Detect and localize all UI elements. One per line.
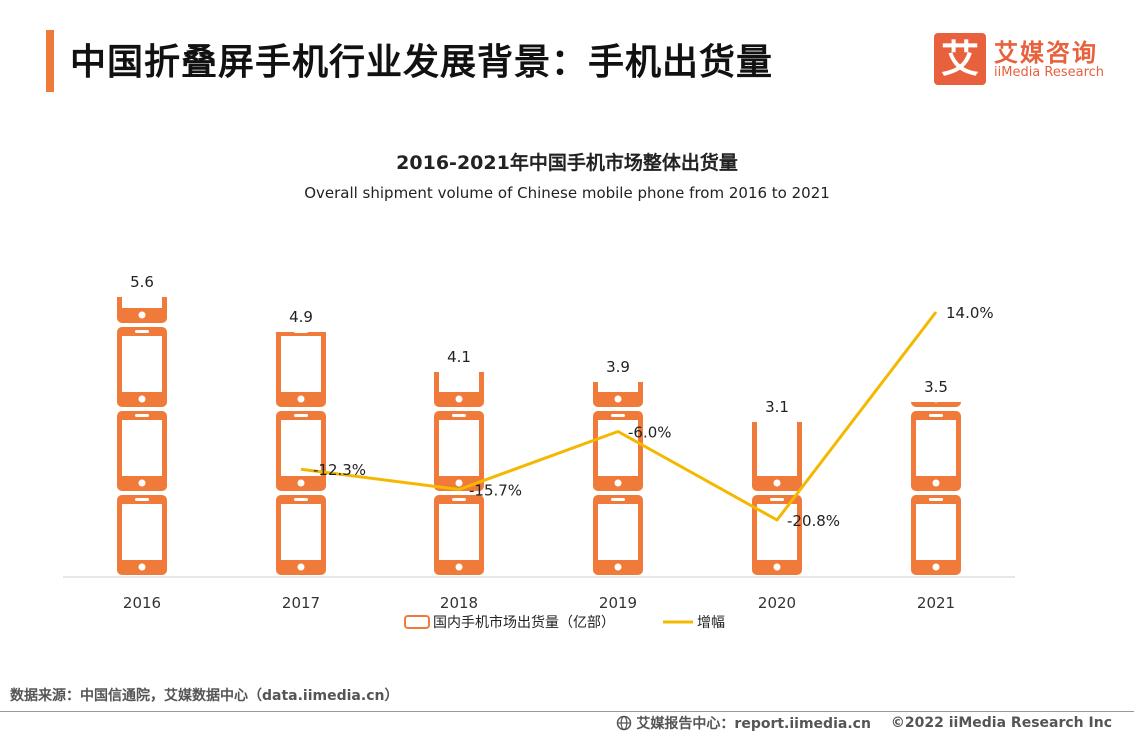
logo-name-en: iiMedia Research bbox=[994, 65, 1105, 80]
logo-mark: 艾 bbox=[934, 33, 986, 85]
x-tick-label: 2019 bbox=[599, 594, 637, 612]
bar-value-label: 3.1 bbox=[765, 398, 789, 416]
bar-2017 bbox=[276, 332, 326, 575]
bar-value-label: 3.9 bbox=[606, 358, 630, 376]
bar-value-label: 5.6 bbox=[130, 273, 154, 291]
bar-value-label: 4.9 bbox=[289, 308, 313, 326]
iimedia-logo: 艾 艾媒咨询 iiMedia Research bbox=[934, 33, 1114, 85]
bar-value-label: 4.1 bbox=[447, 348, 471, 366]
x-tick-label: 2018 bbox=[440, 594, 478, 612]
page-title: 中国折叠屏手机行业发展背景：手机出货量 bbox=[70, 42, 774, 83]
growth-label: -6.0% bbox=[628, 424, 672, 442]
footer-divider bbox=[0, 711, 1134, 712]
bar-2018 bbox=[434, 372, 484, 575]
bars-layer bbox=[117, 297, 961, 575]
labels-layer: 5.6 4.9 4.1 3.9 3.1 3.5 -12.3% -15.7% -6.0% -20.8… bbox=[130, 273, 994, 530]
growth-label: -20.8% bbox=[787, 512, 840, 530]
growth-label: 14.0% bbox=[946, 304, 994, 322]
chart-subtitle: Overall shipment volume of Chinese mobil… bbox=[304, 184, 830, 202]
bar-2020 bbox=[752, 422, 802, 575]
legend-bar-label: 国内手机市场出货量（亿部） bbox=[433, 614, 615, 631]
footer-source: 数据来源：中国信通院，艾媒数据中心（data.iimedia.cn） bbox=[10, 688, 399, 704]
footer-copyright: ©2022 iiMedia Research Inc bbox=[890, 715, 1112, 731]
logo-name-cn: 艾媒咨询 bbox=[994, 39, 1098, 67]
chart-title: 2016-2021年中国手机市场整体出货量 bbox=[396, 152, 738, 174]
legend: 国内手机市场出货量（亿部） 增幅 bbox=[404, 614, 725, 631]
globe-icon bbox=[617, 715, 632, 731]
growth-line bbox=[300, 311, 938, 522]
shipment-chart: 2016 2017 2018 2019 2020 2021 5.6 4.9 4.1 3.9 3.1… bbox=[63, 273, 1015, 631]
bar-2021 bbox=[911, 402, 961, 575]
x-tick-label: 2021 bbox=[917, 594, 955, 612]
bar-2019 bbox=[593, 382, 643, 575]
bar-value-label: 3.5 bbox=[924, 378, 948, 396]
footer-credits: 艾媒报告中心：report.iimedia.cn ©2022 iiMedia R… bbox=[616, 713, 1112, 733]
title-accent-bar bbox=[46, 30, 54, 92]
x-tick-label: 2020 bbox=[758, 594, 796, 612]
x-tick-label: 2017 bbox=[282, 594, 320, 612]
growth-label: -15.7% bbox=[469, 482, 522, 500]
x-tick-label: 2016 bbox=[123, 594, 161, 612]
legend-line-label: 增幅 bbox=[697, 615, 725, 631]
axis-layer: 2016 2017 2018 2019 2020 2021 bbox=[63, 576, 1015, 612]
growth-label: -12.3% bbox=[313, 461, 366, 479]
legend-bar-swatch bbox=[404, 615, 430, 629]
footer-report-center: 艾媒报告中心：report.iimedia.cn bbox=[636, 716, 871, 732]
line-layer bbox=[300, 311, 938, 522]
bar-2016 bbox=[117, 297, 167, 575]
